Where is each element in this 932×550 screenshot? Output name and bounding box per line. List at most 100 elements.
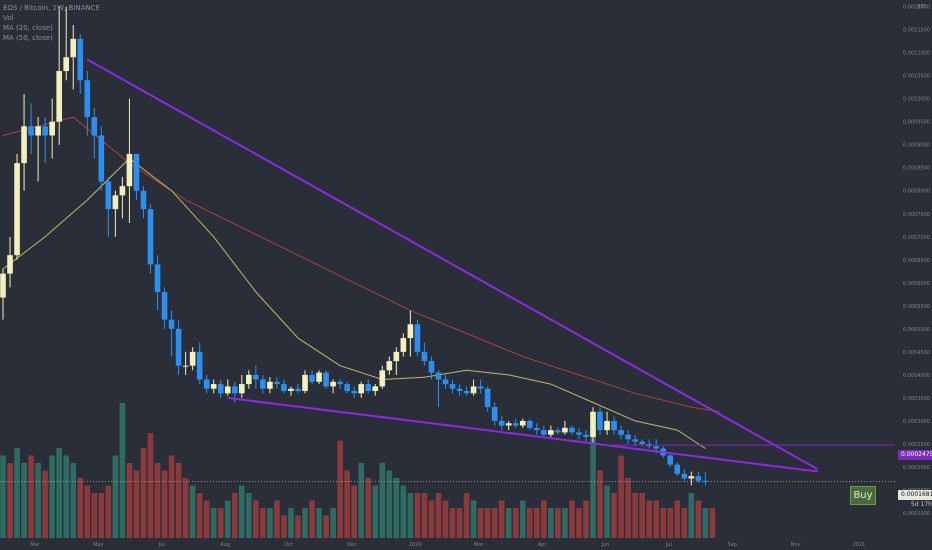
candle-body xyxy=(274,381,280,385)
volume-bar xyxy=(84,485,91,538)
candle-body xyxy=(203,379,210,389)
volume-bar xyxy=(709,508,716,538)
candle-body xyxy=(393,351,400,362)
x-tick-label: Jul xyxy=(158,542,165,548)
candle-body xyxy=(526,420,533,428)
volume-bar xyxy=(379,463,386,538)
y-tick-label: 0.0004000 xyxy=(903,373,930,379)
candle-body xyxy=(168,319,175,329)
candle-body xyxy=(555,430,561,433)
volume-bar xyxy=(491,508,498,538)
candle-body xyxy=(611,420,617,431)
volume-bar xyxy=(611,493,617,538)
candle-body xyxy=(463,391,470,394)
candle-body xyxy=(28,126,34,136)
candle-body xyxy=(681,473,688,479)
volume-bar xyxy=(35,463,41,538)
volume-bar xyxy=(428,500,435,538)
candle-body xyxy=(386,361,393,371)
volume-bar xyxy=(372,485,379,538)
x-tick-label: 2021 xyxy=(853,542,866,548)
volume-bar xyxy=(463,493,470,538)
volume-bar xyxy=(449,508,456,538)
y-tick-label: 0.0011000 xyxy=(903,51,930,57)
volume-bar xyxy=(498,500,505,538)
volume-bar xyxy=(196,493,203,538)
candle-body xyxy=(569,427,575,433)
x-tick-label: Jul xyxy=(665,542,672,548)
volume-bar xyxy=(688,493,695,538)
horizontal-level-tag: 0.0002475 xyxy=(898,450,932,460)
candle-body xyxy=(189,351,196,366)
candle-body xyxy=(541,430,547,435)
y-tick-label: 0.0005500 xyxy=(903,304,930,310)
candle-body xyxy=(119,186,126,196)
candle-body xyxy=(49,121,55,136)
volume-bar xyxy=(140,448,147,538)
candle-body xyxy=(14,163,20,256)
volume-bar xyxy=(569,500,575,538)
y-tick-label: 0.0010500 xyxy=(903,74,930,80)
candle-body xyxy=(63,57,70,72)
y-tick-label: 0.0006500 xyxy=(903,258,930,264)
candle-body xyxy=(470,386,477,394)
y-tick-label: 0.0011500 xyxy=(903,28,930,34)
volume-bar xyxy=(519,500,526,538)
y-tick-label: 0.0007000 xyxy=(903,235,930,241)
candle-body xyxy=(583,434,589,438)
buy-button[interactable]: Buy xyxy=(850,486,876,505)
volume-bar xyxy=(456,508,463,538)
currency-label: BTC xyxy=(917,4,927,10)
candle-body xyxy=(224,386,231,394)
volume-bar xyxy=(344,470,350,538)
candle-body xyxy=(316,372,322,382)
y-tick-label: 0.0008000 xyxy=(903,189,930,195)
volume-bar xyxy=(576,508,582,538)
volume-bar xyxy=(189,485,196,538)
volume-bar xyxy=(393,478,400,538)
volume-bar xyxy=(484,508,491,538)
x-tick-label: Jun xyxy=(601,542,610,548)
candle-body xyxy=(84,80,91,118)
candle-body xyxy=(674,464,681,474)
volume-bar xyxy=(470,500,477,538)
candle-body xyxy=(182,365,189,367)
volume-bar xyxy=(695,500,702,538)
candle-body xyxy=(126,153,133,187)
candle-body xyxy=(246,374,252,385)
candle-body xyxy=(253,374,259,380)
volume-bar xyxy=(660,508,667,538)
candle-body xyxy=(161,292,168,320)
candle-body xyxy=(618,430,624,435)
candle-body xyxy=(456,388,463,392)
candle-body xyxy=(140,190,147,210)
volume-bar xyxy=(210,508,217,538)
volume-bar xyxy=(77,478,84,538)
volume-bar xyxy=(323,515,329,538)
volume-bar xyxy=(56,448,62,538)
x-tick-label: Oct xyxy=(284,542,293,548)
ma20-line xyxy=(2,157,706,449)
volume-bar xyxy=(161,470,168,538)
volume-bar xyxy=(14,448,20,538)
candle-body xyxy=(21,126,27,164)
volume-bar xyxy=(583,500,589,538)
volume-bar xyxy=(681,508,688,538)
candle-body xyxy=(56,71,62,122)
volume-bar xyxy=(274,500,280,538)
candle-body xyxy=(309,374,315,382)
volume-bar xyxy=(667,508,674,538)
candle-body xyxy=(260,379,266,389)
candle-body xyxy=(639,441,645,444)
volume-bar xyxy=(98,493,105,538)
volume-bar xyxy=(281,515,287,538)
candle-body xyxy=(562,427,568,433)
x-tick-label: Aug xyxy=(220,542,230,548)
volume-bar xyxy=(182,478,189,538)
volume-bar xyxy=(477,508,484,538)
ma50-line xyxy=(2,116,720,413)
candle-body xyxy=(702,480,709,482)
volume-bar xyxy=(351,485,357,538)
candle-body xyxy=(590,411,596,438)
